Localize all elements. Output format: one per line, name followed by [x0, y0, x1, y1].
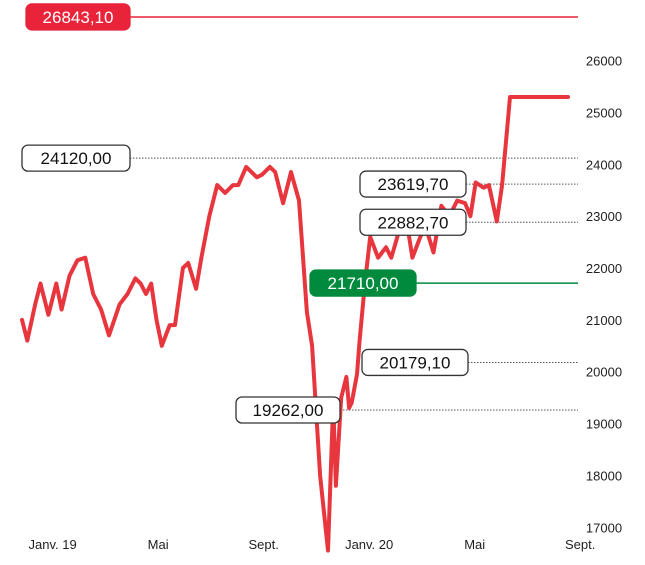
value-label-box [235, 396, 341, 424]
value-label-box [359, 208, 467, 236]
y-tick-label: 22000 [586, 261, 622, 276]
x-tick-label: Sept. [565, 537, 595, 552]
value-label: 21710,00 [328, 274, 399, 293]
value-label: 23619,70 [378, 175, 449, 194]
y-tick-label: 26000 [586, 54, 622, 69]
y-tick-label: 17000 [586, 520, 622, 535]
x-tick-label: Mai [464, 537, 485, 552]
y-tick-label: 23000 [586, 209, 622, 224]
y-tick-label: 19000 [586, 417, 622, 432]
x-axis: Janv. 19 Mai Sept. Janv. 20 Mai Sept. [29, 537, 596, 552]
value-label-box [359, 170, 467, 198]
x-tick-label: Mai [148, 537, 169, 552]
value-label-box [309, 269, 417, 297]
series-line [20, 95, 570, 553]
y-tick-label: 25000 [586, 106, 622, 121]
value-label: 24120,00 [41, 149, 112, 168]
y-tick-label: 18000 [586, 468, 622, 483]
value-label: 22882,70 [378, 213, 449, 232]
value-label-box [25, 3, 131, 31]
x-tick-label: Sept. [248, 537, 278, 552]
y-tick-label: 21000 [586, 313, 622, 328]
reference-labels: 26843,10 24120,00 23619,70 22882,70 21710,00… [21, 3, 469, 424]
y-tick-label: 24000 [586, 157, 622, 172]
x-tick-label: Janv. 20 [345, 537, 393, 552]
value-label-box [361, 348, 469, 377]
value-label-box [21, 144, 131, 172]
y-tick-label: 20000 [586, 365, 622, 380]
series-layer [20, 95, 570, 553]
value-label: 26843,10 [43, 8, 114, 27]
value-label: 20179,10 [380, 353, 451, 372]
y-axis: 26000 25000 24000 23000 22000 21000 20000 19000… [586, 54, 622, 536]
x-tick-label: Janv. 19 [29, 537, 77, 552]
value-label: 19262,00 [253, 401, 324, 420]
reference-lines [130, 16, 578, 411]
